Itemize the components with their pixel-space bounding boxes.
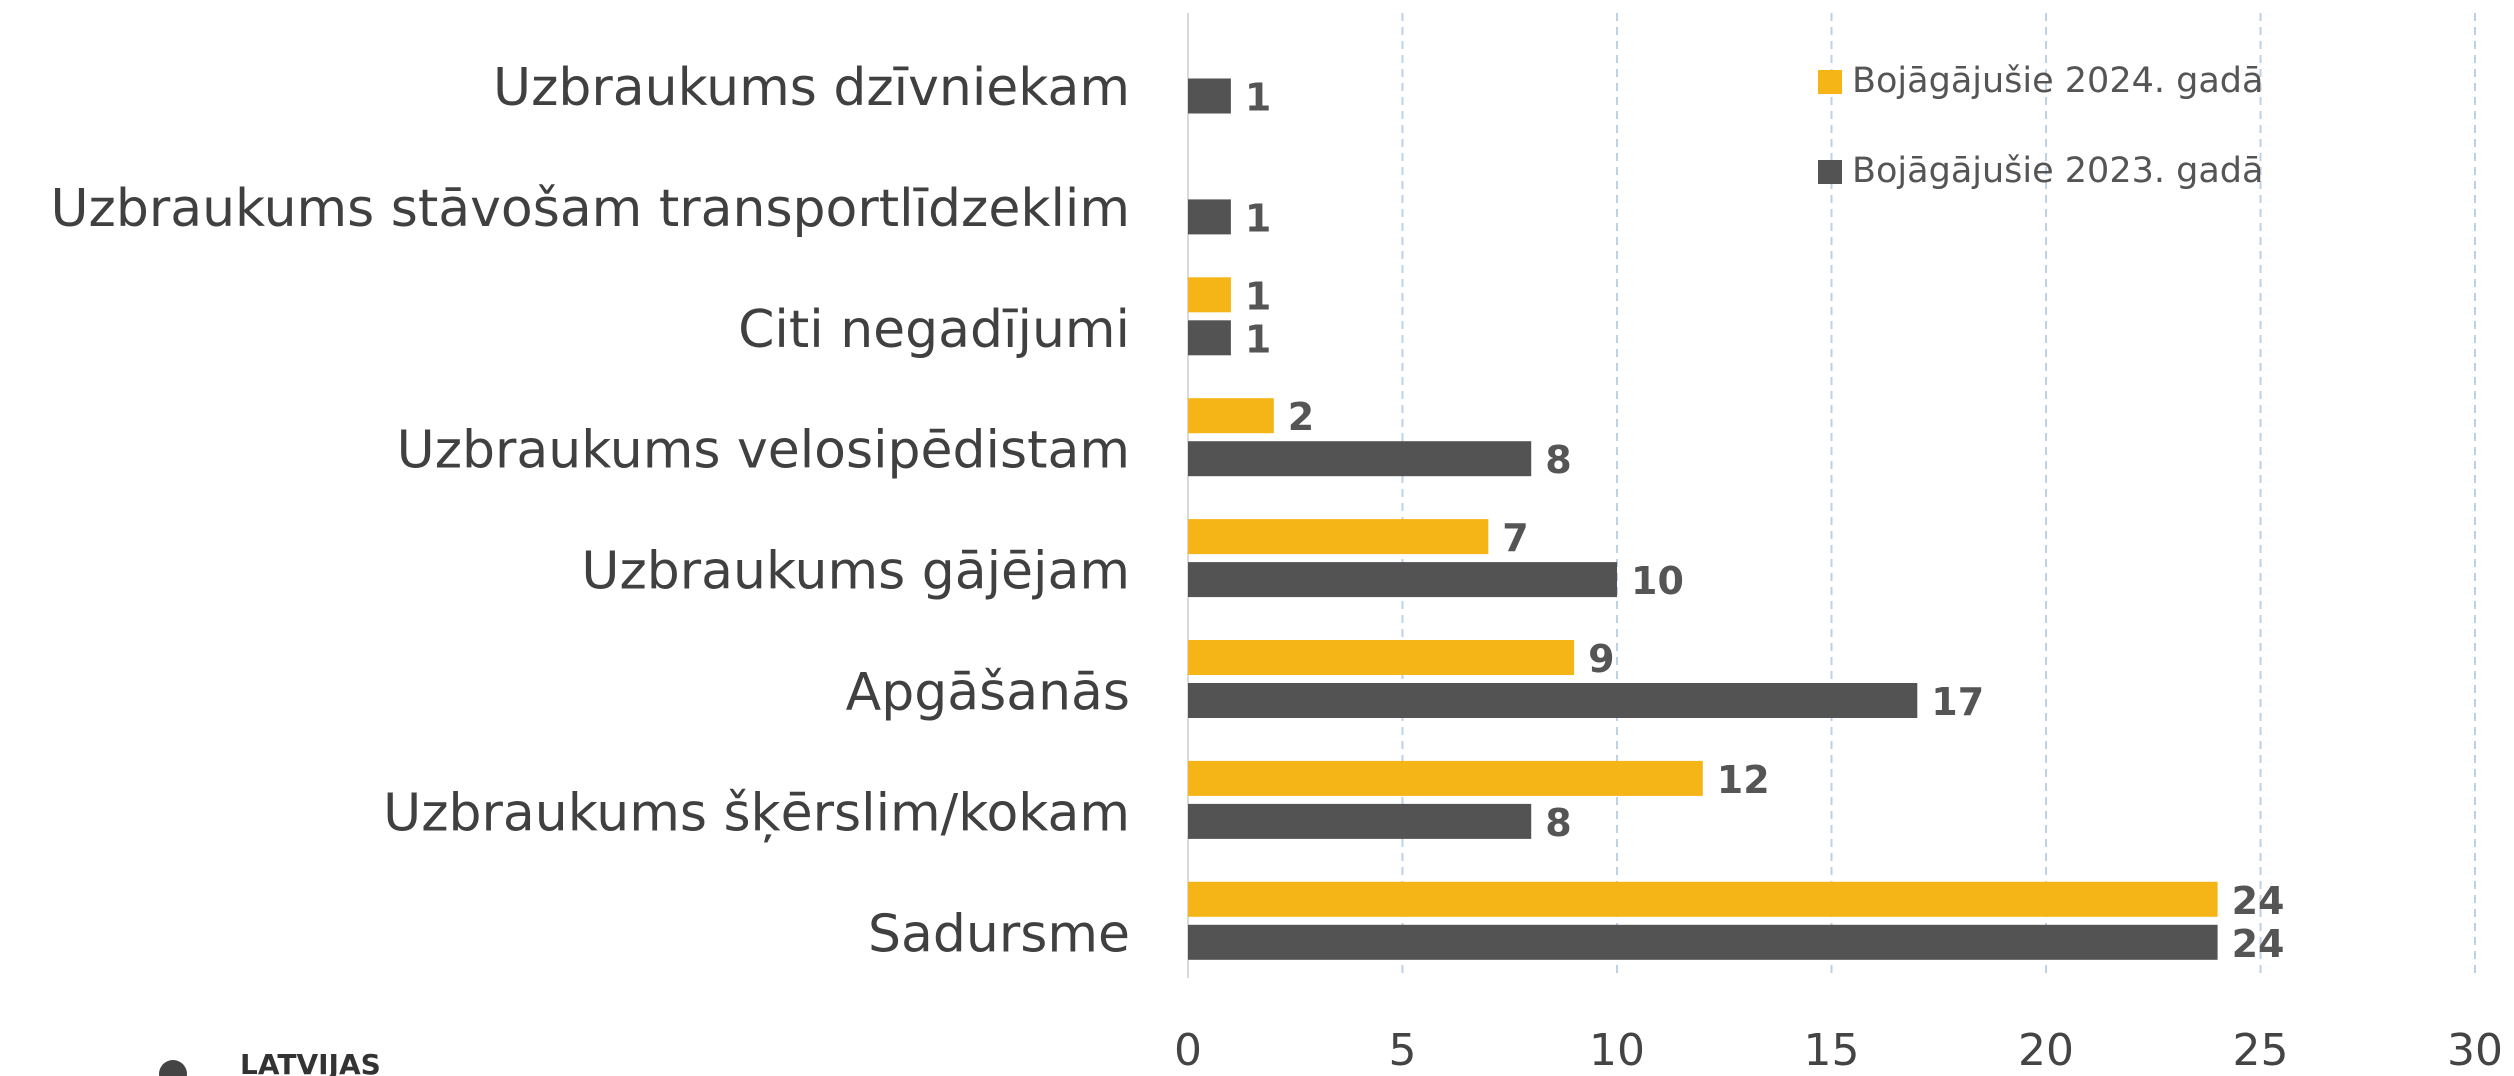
x-tick-label: 25 xyxy=(2233,1025,2289,1076)
bar xyxy=(1188,441,1532,477)
bar xyxy=(1188,320,1231,356)
bar xyxy=(1188,924,2218,960)
bar xyxy=(1188,199,1231,235)
category-label: Uzbraukums šķērslim/kokam xyxy=(383,783,1130,843)
category-label: Sadursme xyxy=(868,904,1130,964)
category-label: Uzbraukums dzīvniekam xyxy=(493,58,1130,118)
value-label: 8 xyxy=(1545,801,1571,845)
bar xyxy=(1188,562,1617,598)
category-label: Apgāšanās xyxy=(846,663,1130,723)
bar xyxy=(1188,803,1532,839)
x-tick-label: 15 xyxy=(1804,1025,1860,1076)
legend-label: Bojāgājušie 2024. gadā xyxy=(1852,61,2263,101)
category-label: Uzbraukums gājējam xyxy=(581,542,1130,602)
category-label: Uzbraukums velosipēdistam xyxy=(397,421,1130,481)
value-label: 1 xyxy=(1245,76,1271,120)
value-label: 1 xyxy=(1245,274,1271,318)
x-tick-label: 20 xyxy=(2018,1025,2074,1076)
bar xyxy=(1188,683,1918,718)
x-tick-label: 10 xyxy=(1589,1025,1645,1076)
value-label: 2 xyxy=(1288,395,1314,439)
value-label: 8 xyxy=(1545,438,1571,482)
legend-swatch xyxy=(1818,70,1842,94)
bar xyxy=(1188,277,1231,313)
value-label: 1 xyxy=(1245,317,1271,361)
bar xyxy=(1188,398,1274,434)
legend-swatch xyxy=(1818,160,1842,184)
bar xyxy=(1188,760,1703,796)
value-label: 17 xyxy=(1931,680,1984,724)
bar xyxy=(1188,881,2218,917)
bar xyxy=(1188,640,1575,675)
bar xyxy=(1188,519,1489,555)
legend-label: Bojāgājušie 2023. gadā xyxy=(1852,151,2263,191)
bar xyxy=(1188,78,1231,114)
logo-text: LATVIJAS xyxy=(240,1048,381,1076)
x-tick-label: 5 xyxy=(1389,1025,1417,1076)
logo-icon xyxy=(159,1060,187,1076)
x-tick-label: 30 xyxy=(2447,1025,2503,1076)
value-label: 24 xyxy=(2232,879,2285,923)
value-label: 7 xyxy=(1502,516,1528,560)
x-tick-label: 0 xyxy=(1174,1025,1202,1076)
category-label: Uzbraukums stāvošam transportlīdzeklim xyxy=(50,179,1130,239)
value-label: 10 xyxy=(1631,559,1684,603)
category-label: Citi negadījumi xyxy=(738,300,1130,360)
value-label: 9 xyxy=(1588,637,1614,681)
value-label: 1 xyxy=(1245,196,1271,240)
value-label: 24 xyxy=(2232,922,2285,966)
value-label: 12 xyxy=(1717,758,1770,802)
